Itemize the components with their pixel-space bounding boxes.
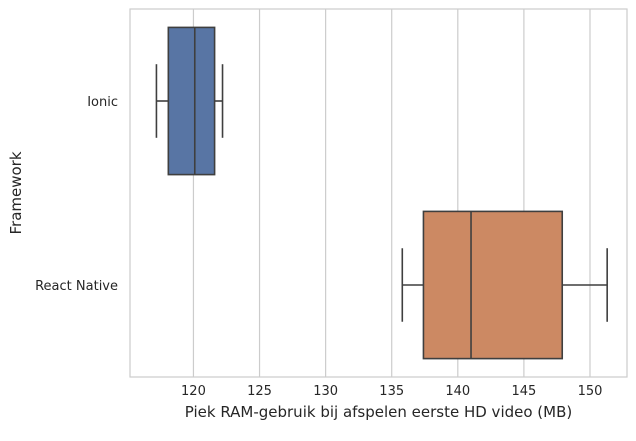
x-tick-label-120: 120	[181, 384, 206, 399]
x-tick-label-145: 145	[511, 384, 536, 399]
grid-lines	[192, 9, 591, 377]
y-tick-label-react-native: React Native	[35, 279, 118, 294]
box-group-ionic	[155, 26, 224, 176]
x-tick-label-130: 130	[313, 384, 338, 399]
y-tick-labels: Ionic React Native	[35, 95, 118, 294]
y-tick-label-ionic: Ionic	[87, 95, 118, 110]
x-tick-labels: 120 125 130 135 140 145 150	[181, 384, 602, 399]
boxes	[155, 26, 608, 360]
x-tick-label-125: 125	[247, 384, 272, 399]
y-axis-label: Framework	[7, 151, 25, 234]
box-react-native	[422, 210, 564, 360]
box-group-react-native	[401, 210, 608, 360]
x-tick-label-150: 150	[578, 384, 603, 399]
x-tick-label-140: 140	[445, 384, 470, 399]
plot-frame	[129, 8, 628, 378]
x-tick-label-135: 135	[379, 384, 404, 399]
x-axis-label: Piek RAM-gebruik bij afspelen eerste HD …	[185, 403, 573, 421]
box-ionic	[167, 26, 216, 176]
